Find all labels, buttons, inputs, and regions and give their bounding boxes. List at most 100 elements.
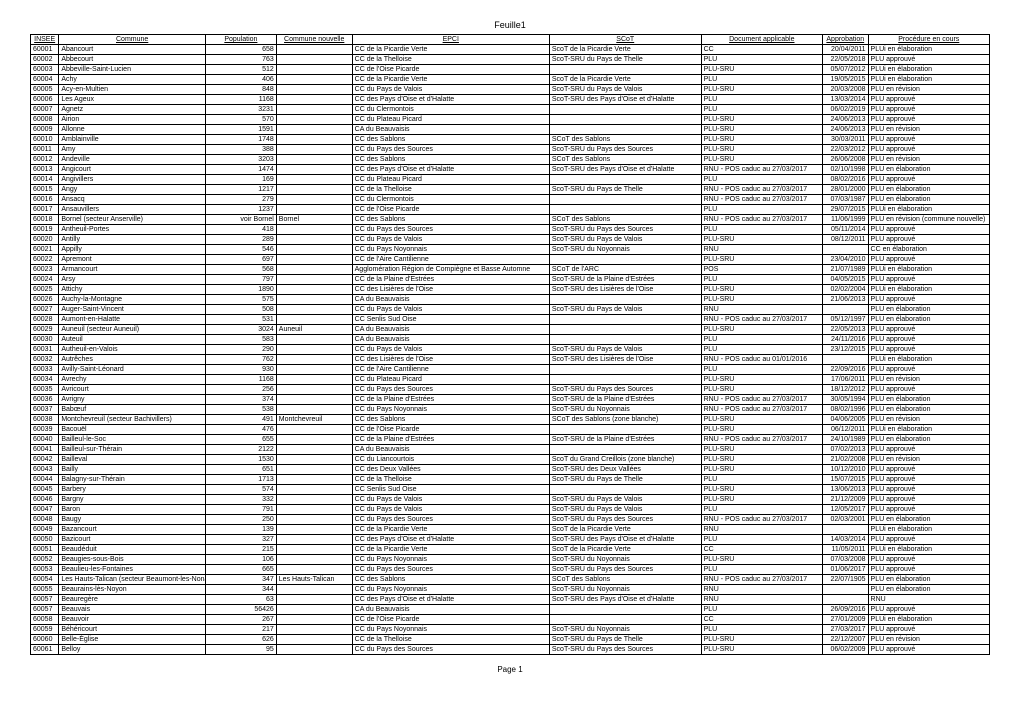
table-cell: PLU approuvé xyxy=(868,365,989,375)
table-cell: PLU xyxy=(701,365,822,375)
table-cell xyxy=(549,295,701,305)
table-cell xyxy=(276,195,352,205)
table-cell: PLU approuvé xyxy=(868,105,989,115)
table-cell: PLU en élaboration xyxy=(868,405,989,415)
table-cell: 27/01/2009 xyxy=(823,615,869,625)
table-cell xyxy=(276,265,352,275)
table-cell: 60059 xyxy=(31,625,59,635)
table-cell: 22/05/2018 xyxy=(823,55,869,65)
table-row: 60052Beaugies-sous-Bois106CC du Pays Noy… xyxy=(31,555,990,565)
table-cell: PLU xyxy=(701,205,822,215)
table-cell: 665 xyxy=(205,565,276,575)
table-row: 60054Les Hauts-Talican (secteur Beaumont… xyxy=(31,575,990,585)
table-cell: 60021 xyxy=(31,245,59,255)
table-cell xyxy=(276,55,352,65)
table-cell: PLU-SRU xyxy=(701,445,822,455)
table-cell: 63 xyxy=(205,595,276,605)
table-cell: 08/02/2016 xyxy=(823,175,869,185)
table-cell: Babœuf xyxy=(59,405,206,415)
page-footer: Page 1 xyxy=(30,665,990,674)
table-cell: PLU-SRU xyxy=(701,385,822,395)
table-row: 60055Beaurains-lès-Noyon344CC du Pays No… xyxy=(31,585,990,595)
table-cell: 848 xyxy=(205,85,276,95)
table-cell: 575 xyxy=(205,295,276,305)
table-cell: Beauregère xyxy=(59,595,206,605)
table-cell: CC du Pays de Valois xyxy=(352,505,549,515)
table-cell: ScoT de la Picardie Verte xyxy=(549,525,701,535)
table-row: 60023Armancourt568Agglomération Région d… xyxy=(31,265,990,275)
table-cell: RNU - POS caduc au 27/03/2017 xyxy=(701,215,822,225)
table-cell xyxy=(276,255,352,265)
table-cell: 60047 xyxy=(31,505,59,515)
table-cell: Bacouël xyxy=(59,425,206,435)
table-cell: CC xyxy=(701,545,822,555)
table-cell: PLU-SRU xyxy=(701,155,822,165)
table-cell xyxy=(276,295,352,305)
table-row: 60036Avrigny374CC de la Plaine d'Estrées… xyxy=(31,395,990,405)
table-cell: PLU-SRU xyxy=(701,645,822,655)
table-row: 60047Baron791CC du Pays de ValoisScoT-SR… xyxy=(31,505,990,515)
table-cell: ScoT-SRU du Pays de Valois xyxy=(549,85,701,95)
table-cell xyxy=(549,485,701,495)
table-cell: 651 xyxy=(205,465,276,475)
table-cell: PLU en révision (commune nouvelle) xyxy=(868,215,989,225)
table-cell: ScoT du Grand Creillois (zone blanche) xyxy=(549,455,701,465)
table-cell xyxy=(549,125,701,135)
table-cell: PLU-SRU xyxy=(701,635,822,645)
table-cell: 250 xyxy=(205,515,276,525)
table-cell: 508 xyxy=(205,305,276,315)
table-cell xyxy=(276,315,352,325)
table-cell: ScoT-SRU des Pays d'Oise et d'Halatte xyxy=(549,95,701,105)
table-cell: 1713 xyxy=(205,475,276,485)
table-cell: ScoT-SRU du Pays des Sources xyxy=(549,565,701,575)
table-cell: PLU xyxy=(701,605,822,615)
table-cell: CC du Pays des Sources xyxy=(352,145,549,155)
table-cell xyxy=(276,595,352,605)
table-cell xyxy=(549,105,701,115)
table-cell: CA du Beauvaisis xyxy=(352,335,549,345)
table-cell: 655 xyxy=(205,435,276,445)
table-cell: PLUi en élaboration xyxy=(868,205,989,215)
table-cell: 60012 xyxy=(31,155,59,165)
table-row: 60019Antheuil-Portes418CC du Pays des So… xyxy=(31,225,990,235)
table-cell: Apremont xyxy=(59,255,206,265)
table-row: 60005Acy-en-Multien848CC du Pays de Valo… xyxy=(31,85,990,95)
table-cell: PLU en élaboration xyxy=(868,185,989,195)
table-cell: PLU approuvé xyxy=(868,335,989,345)
table-cell: PLUi en élaboration xyxy=(868,45,989,55)
table-cell xyxy=(276,225,352,235)
table-cell: CC du Pays de Valois xyxy=(352,235,549,245)
table-cell: 217 xyxy=(205,625,276,635)
table-cell: 19/05/2015 xyxy=(823,75,869,85)
table-cell: CA du Beauvaisis xyxy=(352,125,549,135)
table-cell: 14/03/2014 xyxy=(823,535,869,545)
table-cell: RNU - POS caduc au 27/03/2017 xyxy=(701,575,822,585)
table-cell xyxy=(276,645,352,655)
table-cell: CC Senlis Sud Oise xyxy=(352,315,549,325)
table-cell: CC des Pays d'Oise et d'Halatte xyxy=(352,165,549,175)
table-row: 60012Andeville3203CC des SablonsSCoT des… xyxy=(31,155,990,165)
table-row: 60033Avilly-Saint-Léonard930CC de l'Aire… xyxy=(31,365,990,375)
table-cell: 07/02/2013 xyxy=(823,445,869,455)
table-cell: 13/06/2013 xyxy=(823,485,869,495)
table-cell xyxy=(276,435,352,445)
table-cell: Ansacq xyxy=(59,195,206,205)
table-cell: 60010 xyxy=(31,135,59,145)
table-cell: PLU-SRU xyxy=(701,495,822,505)
table-cell: Auneuil (secteur Auneuil) xyxy=(59,325,206,335)
table-cell: 07/03/2008 xyxy=(823,555,869,565)
table-row: 60028Aumont-en-Halatte531CC Senlis Sud O… xyxy=(31,315,990,325)
table-cell xyxy=(276,165,352,175)
table-cell: SCoT des Sablons xyxy=(549,215,701,225)
table-cell: 60057 xyxy=(31,595,59,605)
table-cell: 60023 xyxy=(31,265,59,275)
table-cell: CC du Plateau Picard xyxy=(352,115,549,125)
column-header: EPCI xyxy=(352,35,549,45)
table-cell: PLU-SRU xyxy=(701,235,822,245)
table-cell: 11/06/1999 xyxy=(823,215,869,225)
table-cell: Bornel (secteur Anserville) xyxy=(59,215,206,225)
table-cell: 10/12/2010 xyxy=(823,465,869,475)
table-cell: 26/09/2016 xyxy=(823,605,869,615)
table-cell: 491 xyxy=(205,415,276,425)
table-cell: PLU approuvé xyxy=(868,475,989,485)
